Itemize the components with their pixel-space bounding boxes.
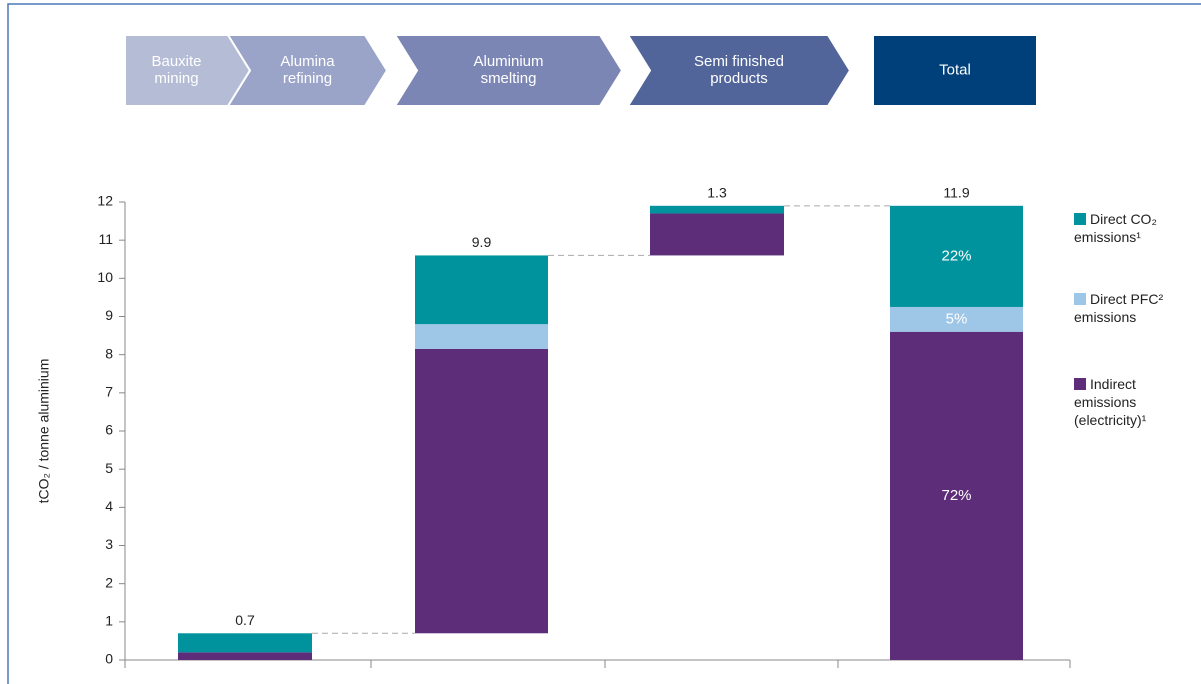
bar-segment: [650, 205, 784, 214]
total-label: 11.9: [943, 185, 969, 201]
stage-label: refining: [283, 70, 332, 87]
bar-segment: [178, 652, 312, 660]
y-tick-label: 8: [105, 345, 113, 361]
legend-item: Direct PFC² emissions: [1074, 290, 1199, 326]
bar-segment: [415, 324, 548, 349]
legend-swatch: [1074, 213, 1086, 225]
bar-segment: [890, 205, 1023, 307]
bar-segment: [178, 633, 312, 653]
stage-shape: [393, 34, 624, 107]
stage-shape: [872, 34, 1038, 107]
stage-label: mining: [154, 70, 198, 87]
y-tick-label: 7: [105, 384, 113, 400]
legend-swatch: [1074, 293, 1086, 305]
stage-shape: [226, 34, 389, 107]
y-tick-label: 9: [105, 307, 113, 323]
legend-label: Indirect emissions (electricity)¹: [1074, 376, 1147, 428]
stage-label: products: [710, 70, 768, 87]
y-tick-label: 0: [105, 651, 113, 667]
legend-item: Indirect emissions (electricity)¹: [1074, 375, 1199, 429]
legend-item: Direct CO₂ emissions¹: [1074, 210, 1199, 246]
y-axis-label: tCO₂ / tonne aluminium: [36, 359, 52, 504]
stage-label: Semi finished: [694, 53, 784, 70]
legend-swatch: [1074, 378, 1086, 390]
y-tick-label: 2: [105, 574, 113, 590]
share-label: 72%: [941, 487, 971, 504]
total-label: 0.7: [235, 612, 255, 628]
y-tick-label: 12: [97, 193, 113, 209]
share-label: 22%: [941, 247, 971, 264]
bar-segment: [890, 331, 1023, 660]
legend-label: Direct PFC² emissions: [1074, 291, 1164, 325]
legend-label: Direct CO₂ emissions¹: [1074, 211, 1157, 245]
stage-shape: [626, 34, 852, 107]
y-tick-label: 1: [105, 613, 113, 629]
total-label: 1.3: [707, 185, 727, 201]
stage-label: Total: [939, 61, 971, 78]
bar-segment: [415, 255, 548, 325]
y-tick-label: 6: [105, 422, 113, 438]
stage-label: Bauxite: [151, 53, 201, 70]
y-tick-label: 11: [98, 231, 113, 247]
stage-label: Alumina: [280, 53, 335, 70]
y-tick-label: 5: [105, 460, 113, 476]
total-label: 9.9: [472, 234, 492, 250]
stage-label: smelting: [481, 70, 537, 87]
y-tick-label: 4: [105, 498, 113, 514]
bar-segment: [415, 348, 548, 634]
bar-segment: [650, 213, 784, 256]
share-label: 5%: [946, 310, 968, 327]
frame: [7, 3, 1201, 684]
y-tick-label: 10: [97, 269, 113, 285]
y-tick-label: 3: [105, 536, 113, 552]
bar-segment: [890, 306, 1023, 332]
stage-label: Aluminium: [473, 53, 543, 70]
